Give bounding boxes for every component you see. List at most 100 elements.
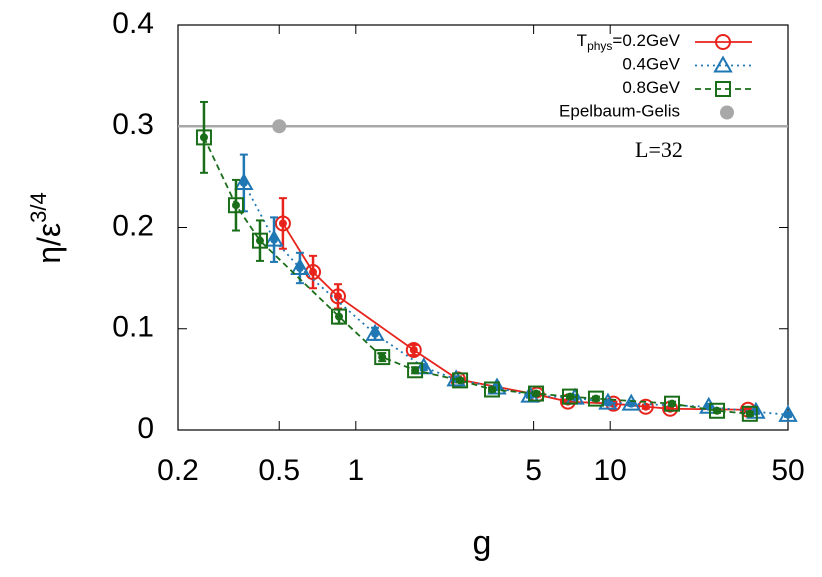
- legend-symbol: [713, 55, 733, 73]
- marker-dot: [199, 133, 208, 142]
- marker: [598, 392, 618, 410]
- marker-dot: [309, 268, 318, 277]
- data-point: [374, 349, 391, 366]
- y-tick-label: 0.4: [112, 7, 154, 40]
- marker-dot: [371, 329, 380, 338]
- marker: [483, 381, 500, 398]
- marker-dot: [231, 201, 240, 210]
- legend-symbol: [715, 34, 731, 50]
- marker: [365, 323, 385, 341]
- marker-dot: [295, 264, 304, 272]
- series-line: [203, 137, 750, 415]
- x-tick-label: 5: [525, 454, 542, 487]
- x-tick-label: 0.5: [258, 454, 300, 487]
- marker: [234, 172, 254, 190]
- legend-text: phys: [587, 39, 612, 53]
- legend-text: =0.2GeV: [612, 31, 680, 50]
- data-point: [234, 172, 254, 190]
- marker: [561, 388, 578, 405]
- legend-text: T: [577, 31, 587, 50]
- x-tick-label: 1: [347, 454, 364, 487]
- y-tick-label: 0.1: [112, 311, 154, 344]
- data-point: [664, 395, 681, 412]
- marker: [637, 398, 654, 415]
- legend-marker: [720, 105, 734, 120]
- data-point: [709, 402, 726, 419]
- data-point: [274, 215, 291, 232]
- data-point: [264, 229, 284, 247]
- marker: [274, 215, 291, 232]
- marker-dot: [419, 363, 428, 372]
- legend-label: 0.4GeV: [622, 55, 680, 74]
- legend-marker: [713, 55, 733, 73]
- marker: [331, 308, 348, 325]
- data-point: [483, 381, 500, 398]
- marker-dot: [255, 236, 264, 245]
- marker: [778, 404, 798, 422]
- marker-dot: [239, 178, 248, 187]
- marker-dot: [411, 366, 420, 375]
- data-point: [587, 390, 604, 407]
- legend-label: Tphys=0.2GeV: [577, 31, 681, 53]
- y-label-main: η/ε: [31, 223, 67, 264]
- y-label-sup: 3/4: [26, 192, 51, 223]
- data-point: [290, 257, 310, 275]
- marker-dot: [603, 398, 612, 407]
- y-tick-label: 0.2: [112, 209, 154, 242]
- marker: [587, 390, 604, 407]
- data-point: [272, 119, 287, 134]
- marker-dot: [487, 385, 496, 394]
- marker-dot: [784, 410, 792, 419]
- marker-dot: [270, 235, 279, 244]
- marker: [414, 357, 434, 375]
- marker-dot: [378, 353, 387, 362]
- data-point: [598, 392, 618, 410]
- marker: [227, 197, 244, 214]
- marker-dot: [641, 402, 650, 411]
- marker: [195, 129, 212, 146]
- marker: [709, 402, 726, 419]
- legend-label: 0.8GeV: [622, 78, 680, 97]
- y-axis-label: η/ε3/4: [26, 192, 68, 264]
- legend-symbol: [715, 81, 731, 97]
- marker: [251, 232, 268, 249]
- legend-text: Epelbaum-Gelis: [559, 102, 680, 121]
- marker-dot: [565, 392, 574, 401]
- marker: [264, 229, 284, 247]
- marker-dot: [532, 389, 541, 398]
- marker: [664, 395, 681, 412]
- marker-dot: [713, 406, 722, 415]
- data-point: [741, 405, 758, 422]
- legend-marker: [715, 81, 731, 97]
- x-tick-label: 50: [771, 454, 804, 487]
- x-axis-label: g: [473, 524, 492, 562]
- marker: [290, 257, 310, 275]
- data-point: [778, 404, 798, 422]
- y-tick-label: 0: [137, 412, 154, 445]
- marker: [699, 396, 719, 414]
- series-line: [243, 182, 789, 416]
- data-point: [528, 385, 545, 402]
- legend-dot: [720, 105, 734, 120]
- series-line: [282, 222, 748, 411]
- marker-dot: [333, 292, 342, 301]
- data-point: [331, 308, 348, 325]
- data-point: [227, 197, 244, 214]
- x-tick-label: 10: [594, 454, 627, 487]
- legend-marker: [715, 34, 731, 50]
- data-point: [365, 323, 385, 341]
- x-tick-label: 0.2: [157, 454, 199, 487]
- marker-dot: [668, 399, 677, 408]
- marker-dot: [745, 409, 754, 418]
- data-point: [407, 362, 424, 379]
- annotation: L=32: [635, 137, 683, 162]
- data-point: [405, 342, 422, 359]
- marker: [741, 405, 758, 422]
- legend-text: 0.4GeV: [622, 55, 680, 74]
- marker-dot: [272, 119, 287, 134]
- marker: [621, 393, 641, 411]
- marker-dot: [335, 312, 344, 321]
- marker-dot: [278, 219, 287, 228]
- legend-text: 0.8GeV: [622, 78, 680, 97]
